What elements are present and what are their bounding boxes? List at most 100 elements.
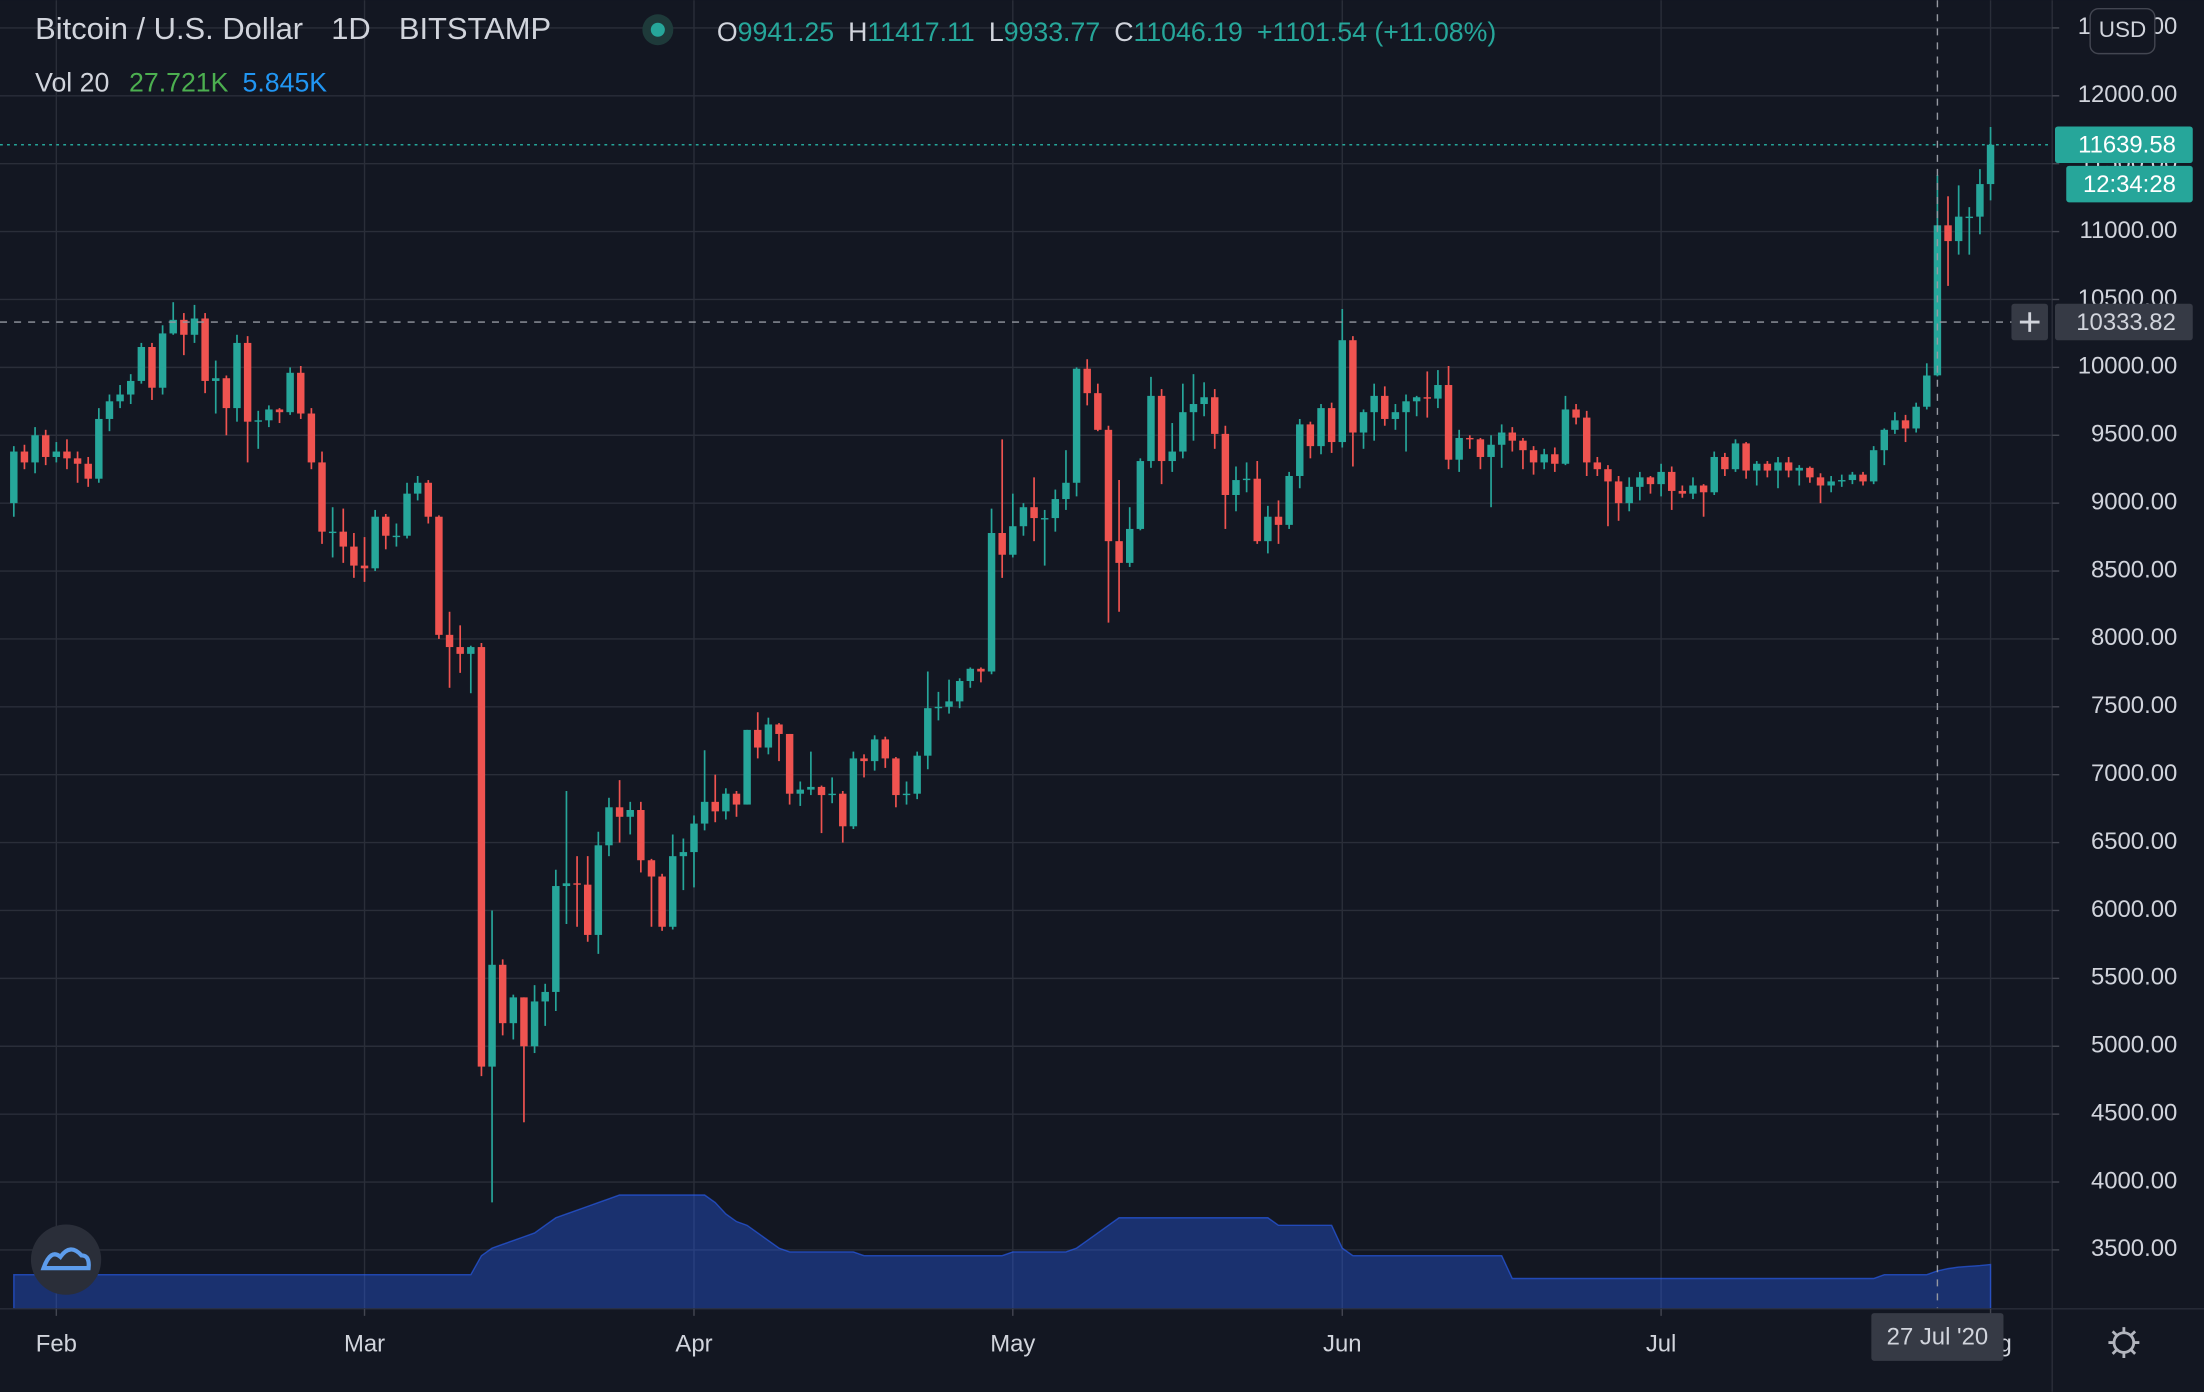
- candle-body: [371, 516, 379, 569]
- candle-body: [1699, 485, 1708, 493]
- candle-body: [1636, 477, 1644, 487]
- candle-body: [1901, 420, 1910, 429]
- candle-body: [1540, 454, 1548, 463]
- candle-body: [1912, 406, 1920, 429]
- countdown-tag: [2066, 165, 2193, 203]
- exchange: BITSTAMP: [399, 11, 551, 46]
- ohlc-legend: O9941.25 H11417.11 L9933.77 C11046.19 +1101.…: [717, 17, 1496, 47]
- candle-body: [1476, 439, 1485, 457]
- candle-body: [509, 997, 518, 1024]
- candle-body: [1444, 385, 1453, 460]
- candle-body: [233, 342, 241, 409]
- candle-body: [998, 533, 1006, 555]
- currency-button[interactable]: [2089, 7, 2156, 55]
- candle-body: [1742, 443, 1750, 471]
- candle-body: [817, 786, 826, 796]
- candles: [10, 127, 1995, 1203]
- y-tick-label: 6500.00: [2091, 828, 2177, 855]
- x-tick-label: Feb: [36, 1331, 77, 1358]
- x-tick-label: May: [990, 1331, 1035, 1358]
- volume-ma-area: [13, 1194, 1992, 1309]
- candle-body: [445, 634, 454, 648]
- candle-body: [711, 801, 719, 812]
- ohlc-value: 11417.11: [867, 17, 974, 47]
- candle-body: [275, 409, 284, 413]
- y-tick-label: 8500.00: [2091, 556, 2177, 583]
- candle-body: [775, 724, 783, 734]
- candle-body: [158, 333, 167, 388]
- candle-body: [594, 845, 603, 935]
- candle-body: [41, 435, 50, 457]
- candle-body: [1412, 397, 1421, 402]
- candle-body: [1359, 412, 1368, 433]
- candle-body: [1763, 463, 1772, 471]
- y-tick-label: 6000.00: [2091, 896, 2177, 923]
- candle-body: [807, 786, 815, 790]
- candle-body: [1168, 451, 1176, 462]
- candle-body: [860, 758, 868, 762]
- candle-body: [1051, 499, 1060, 519]
- logo-icon: [40, 1247, 91, 1271]
- candle-body: [1657, 471, 1665, 485]
- countdown-label: 12:34:28: [2083, 171, 2176, 198]
- candle-body: [1944, 225, 1952, 242]
- candle-body: [84, 463, 92, 479]
- candle-body: [647, 860, 656, 877]
- candle-body: [1731, 443, 1740, 470]
- candle-body: [392, 535, 401, 538]
- candle-body: [222, 378, 231, 409]
- candle-body: [1466, 437, 1474, 440]
- candle-body: [1317, 408, 1325, 447]
- candle-body: [1327, 408, 1336, 443]
- gear-teeth: [2108, 1327, 2140, 1359]
- candle-body: [1721, 456, 1729, 470]
- status-dot: [650, 22, 665, 37]
- candle-body: [254, 420, 262, 422]
- candle-body: [243, 342, 252, 422]
- candle-body: [1072, 368, 1081, 483]
- crosshair-price-tag: [2055, 303, 2193, 341]
- candle-body: [955, 681, 964, 702]
- candle-body: [934, 706, 943, 709]
- candle-body: [180, 319, 188, 335]
- candle-body: [785, 733, 794, 794]
- candle-body: [1986, 144, 1995, 185]
- candle-body: [1136, 461, 1145, 529]
- candle-body: [318, 462, 326, 532]
- volume-pane: [13, 1194, 1992, 1309]
- candle-body: [1806, 467, 1814, 478]
- candle-body: [1083, 368, 1091, 394]
- candle-body: [552, 886, 560, 992]
- candle-body: [658, 876, 666, 927]
- candle-body: [754, 729, 762, 748]
- candle-body: [1753, 463, 1761, 471]
- candle-body: [1880, 429, 1888, 451]
- candle-body: [148, 346, 156, 388]
- candle-body: [1954, 216, 1963, 242]
- candle-body: [700, 801, 709, 824]
- candle-body: [212, 378, 220, 381]
- candle-body: [498, 964, 507, 1024]
- y-tick-label: 5500.00: [2091, 964, 2177, 991]
- currency-label[interactable]: USD: [2099, 17, 2146, 42]
- logo[interactable]: [30, 1224, 102, 1295]
- y-tick-label: 9000.00: [2091, 488, 2177, 515]
- candle-body: [116, 394, 124, 402]
- candle-body: [977, 668, 985, 672]
- candle-body: [435, 516, 443, 635]
- settings-button[interactable]: [2108, 1327, 2140, 1359]
- candle-body: [1848, 474, 1857, 481]
- candle-body: [382, 516, 390, 536]
- y-tick-label: 11000.00: [2079, 217, 2177, 244]
- candle-body: [881, 739, 890, 759]
- candle-body: [1189, 404, 1198, 413]
- candle-body: [1285, 475, 1293, 525]
- candle-body: [1232, 480, 1240, 495]
- candle-body: [1423, 397, 1432, 399]
- candle-body: [1891, 420, 1899, 430]
- candle-body: [1094, 393, 1102, 430]
- candle-body: [339, 531, 347, 547]
- volume-value: 27.721K: [129, 68, 229, 98]
- candle-body: [1115, 541, 1123, 563]
